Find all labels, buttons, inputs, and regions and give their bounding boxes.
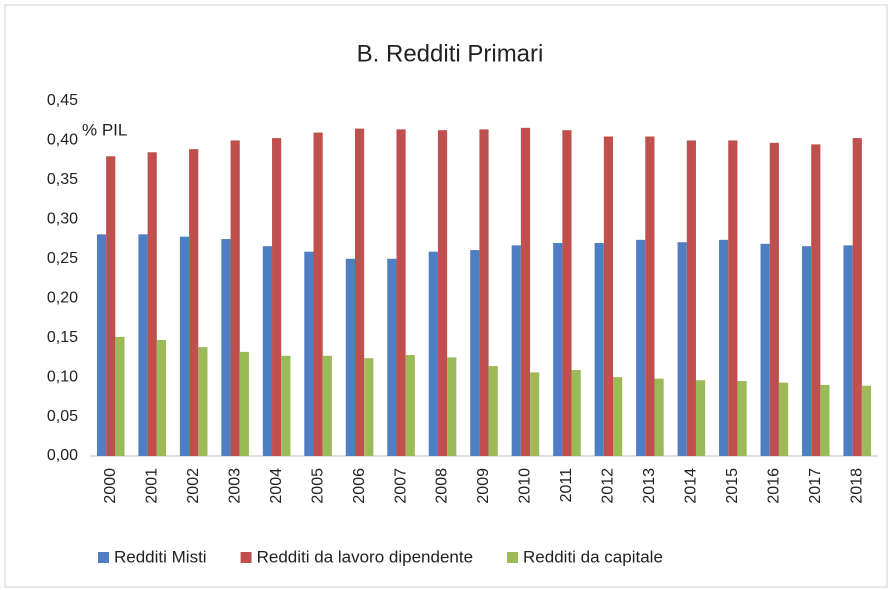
bar xyxy=(861,385,872,456)
bar xyxy=(594,243,604,456)
bar xyxy=(189,149,199,456)
bar xyxy=(156,340,167,456)
bar xyxy=(262,246,273,456)
bar xyxy=(520,127,531,457)
x-tick-label: 2005 xyxy=(309,468,326,504)
bar xyxy=(106,156,116,456)
bar xyxy=(313,132,323,457)
legend-swatch xyxy=(507,552,519,563)
bar xyxy=(636,239,646,456)
bar xyxy=(115,336,125,456)
y-tick-label: 0,00 xyxy=(47,447,78,464)
bar xyxy=(820,385,830,456)
bar xyxy=(272,138,282,457)
bar xyxy=(645,136,655,456)
bar xyxy=(405,355,415,456)
x-tick-label: 2013 xyxy=(641,468,658,504)
y-tick-label: 0,30 xyxy=(47,211,78,228)
bar xyxy=(654,378,664,456)
annotation: % PIL xyxy=(82,120,127,139)
legend-swatch xyxy=(98,552,109,563)
legend-label: Redditi da lavoro dipendente xyxy=(257,547,473,566)
bar xyxy=(488,366,498,456)
bar xyxy=(686,140,696,456)
bar xyxy=(354,128,365,456)
bar xyxy=(562,130,572,456)
x-tick-label: 2011 xyxy=(558,468,575,503)
x-tick-label: 2004 xyxy=(268,468,285,504)
x-tick-label: 2006 xyxy=(351,468,368,504)
bar xyxy=(179,236,190,456)
bar xyxy=(437,130,448,456)
x-tick-label: 2012 xyxy=(600,468,617,504)
y-tick-label: 0,35 xyxy=(47,171,78,188)
bar xyxy=(511,245,521,456)
bar xyxy=(801,246,812,456)
bar xyxy=(304,251,314,456)
bar xyxy=(852,138,862,457)
x-tick-label: 2016 xyxy=(766,468,783,504)
bar xyxy=(769,142,779,457)
y-tick-label: 0,45 xyxy=(47,92,78,109)
chart-title: B. Redditi Primari xyxy=(357,40,544,67)
legend-label: Redditi Misti xyxy=(114,547,207,566)
bar xyxy=(96,234,107,456)
bar xyxy=(760,243,770,456)
x-tick-label: 2007 xyxy=(392,468,409,504)
bar xyxy=(530,372,540,456)
bar xyxy=(221,239,231,456)
bar xyxy=(345,258,355,456)
x-tick-label: 2010 xyxy=(517,468,534,504)
bar xyxy=(138,234,148,456)
bar xyxy=(677,242,687,456)
bar xyxy=(230,140,240,456)
bar xyxy=(239,351,249,456)
y-tick-label: 0,05 xyxy=(47,408,78,425)
bar xyxy=(447,357,457,456)
bar xyxy=(364,358,374,456)
bar xyxy=(613,377,623,456)
bar xyxy=(719,239,729,456)
bar xyxy=(571,370,581,456)
bar xyxy=(778,382,789,456)
bar xyxy=(603,136,614,456)
x-tick-label: 2001 xyxy=(143,468,160,504)
bar xyxy=(147,152,157,456)
x-tick-label: 2002 xyxy=(185,468,202,504)
y-tick-label: 0,25 xyxy=(47,250,78,267)
y-tick-label: 0,20 xyxy=(47,289,78,306)
y-tick-label: 0,15 xyxy=(47,329,78,346)
x-tick-label: 2000 xyxy=(102,468,119,504)
bar xyxy=(322,355,332,456)
bar xyxy=(479,129,489,456)
bar xyxy=(281,355,291,456)
bar xyxy=(553,243,563,456)
bar xyxy=(198,347,208,456)
x-tick-label: 2008 xyxy=(434,468,451,504)
y-tick-label: 0,10 xyxy=(47,368,78,385)
x-tick-label: 2018 xyxy=(848,468,865,504)
y-tick-label: 0,40 xyxy=(47,132,78,149)
bar xyxy=(396,129,406,456)
x-tick-label: 2014 xyxy=(683,468,700,504)
bar xyxy=(811,144,821,456)
bar xyxy=(843,245,853,456)
x-tick-label: 2017 xyxy=(807,468,824,504)
bar xyxy=(737,381,747,456)
bar xyxy=(387,258,397,456)
legend-swatch xyxy=(240,552,252,563)
legend-label: Redditi da capitale xyxy=(523,547,663,566)
bar xyxy=(428,251,438,456)
x-tick-label: 2003 xyxy=(226,468,243,504)
bar xyxy=(470,250,480,456)
bar xyxy=(695,380,706,456)
x-tick-label: 2015 xyxy=(724,468,741,504)
x-tick-label: 2009 xyxy=(475,468,492,504)
bar xyxy=(728,140,738,456)
